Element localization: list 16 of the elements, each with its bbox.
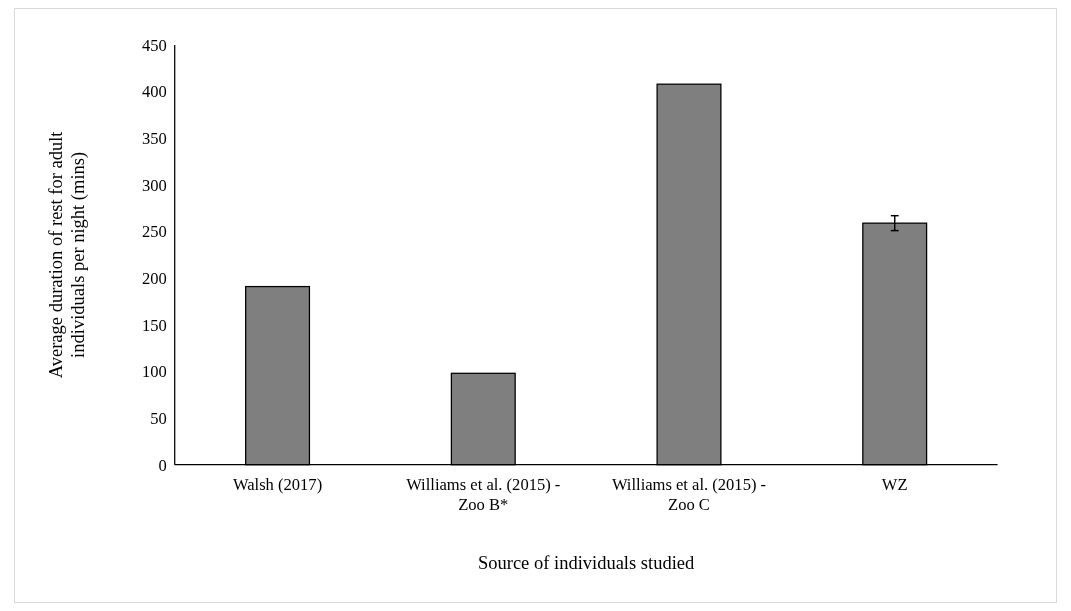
y-tick-label: 300 <box>142 175 167 195</box>
x-axis-title: Source of individuals studied <box>477 552 696 573</box>
y-tick-label: 0 <box>158 455 167 475</box>
y-tick-label: 450 <box>142 35 167 55</box>
y-tick-label: 400 <box>142 82 167 102</box>
x-tick-label: Williams et al. (2015) - Zoo C <box>611 475 767 515</box>
x-tick-label: WZ <box>881 475 908 495</box>
x-tick-label: Walsh (2017) <box>232 475 323 495</box>
y-tick-label: 100 <box>142 362 167 382</box>
y-tick-label: 50 <box>150 408 167 428</box>
y-tick-label: 150 <box>142 315 167 335</box>
y-tick-label: 250 <box>142 222 167 242</box>
y-tick-label: 350 <box>142 129 167 149</box>
y-tick-label: 200 <box>142 268 167 288</box>
y-axis-title: Average duration of rest for adult individuals per night (mins) <box>45 130 90 379</box>
x-tick-label: Williams et al. (2015) - Zoo B* <box>406 475 561 515</box>
